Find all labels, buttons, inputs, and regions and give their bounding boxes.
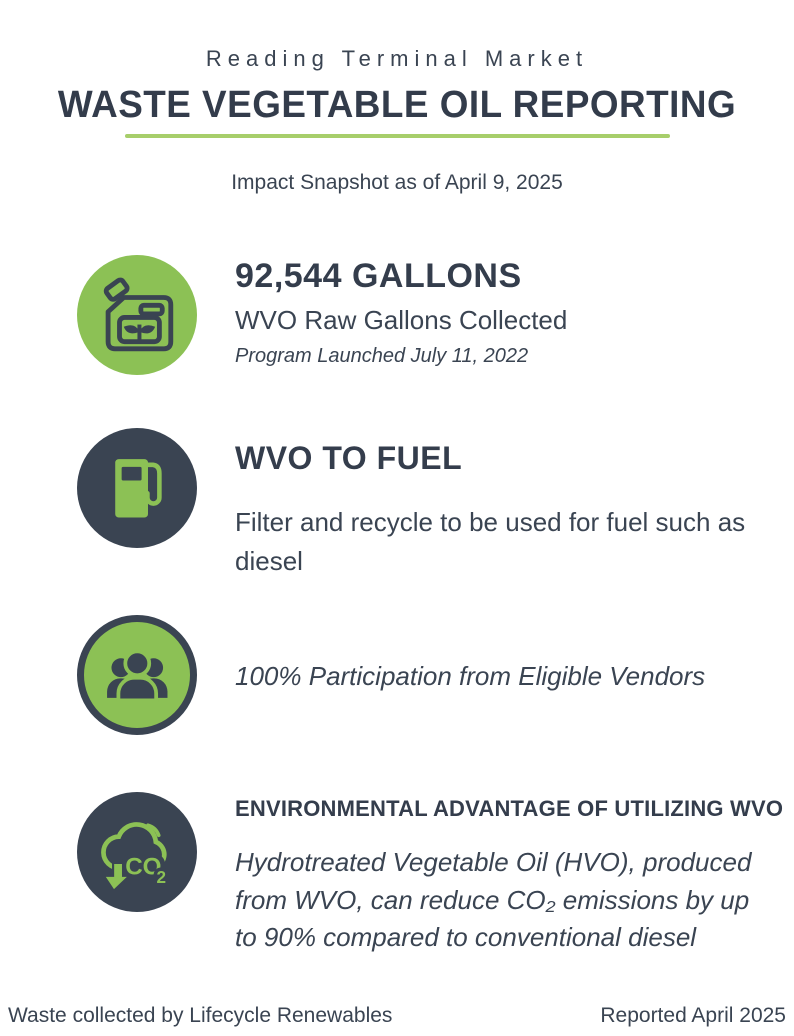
co2-subscript-text: 2: [157, 868, 167, 887]
footer-report-date: Reported April 2025: [600, 1004, 786, 1027]
stat-row-gallons: 92,544 GALLONS WVO Raw Gallons Collected…: [77, 255, 567, 375]
co2-label-text: CO: [126, 854, 162, 881]
page-title: WASTE VEGETABLE OIL REPORTING: [57, 84, 737, 126]
footer-collector-credit: Waste collected by Lifecycle Renewables: [8, 1004, 393, 1027]
gallons-text-block: 92,544 GALLONS WVO Raw Gallons Collected…: [235, 255, 567, 368]
vendors-group-icon: [77, 615, 197, 735]
environment-headline: ENVIRONMENTAL ADVANTAGE OF UTILIZING WVO: [235, 796, 784, 821]
report-header: Reading Terminal Market WASTE VEGETABLE …: [0, 0, 794, 195]
oil-canister-icon: [77, 255, 197, 375]
fuel-headline: WVO TO FUEL: [235, 440, 463, 476]
fuel-text-block: WVO TO FUEL Filter and recycle to be use…: [235, 428, 755, 581]
stat-row-environment: CO 2 ENVIRONMENTAL ADVANTAGE OF UTILIZIN…: [77, 792, 783, 957]
fuel-pump-icon: [77, 428, 197, 548]
fuel-description: Filter and recycle to be used for fuel s…: [235, 507, 746, 576]
report-footer: Waste collected by Lifecycle Renewables …: [0, 1004, 794, 1028]
gallons-subline: WVO Raw Gallons Collected: [235, 305, 568, 335]
co2-reduction-icon: CO 2: [77, 792, 197, 912]
title-underline: [124, 134, 670, 138]
environment-text-block: ENVIRONMENTAL ADVANTAGE OF UTILIZING WVO…: [235, 792, 783, 957]
page-subtitle: Reading Terminal Market: [205, 46, 589, 71]
stat-row-fuel: WVO TO FUEL Filter and recycle to be use…: [77, 428, 755, 581]
participation-text-block: 100% Participation from Eligible Vendors: [235, 615, 705, 692]
snapshot-caption: Impact Snapshot as of April 9, 2025: [231, 171, 563, 194]
gallons-headline: 92,544 GALLONS: [235, 257, 522, 295]
environment-description: Hydrotreated Vegetable Oil (HVO), produc…: [235, 847, 752, 953]
participation-text: 100% Participation from Eligible Vendors: [235, 661, 706, 691]
gallons-note: Program Launched July 11, 2022: [235, 345, 529, 367]
stat-row-participation: 100% Participation from Eligible Vendors: [77, 615, 705, 735]
